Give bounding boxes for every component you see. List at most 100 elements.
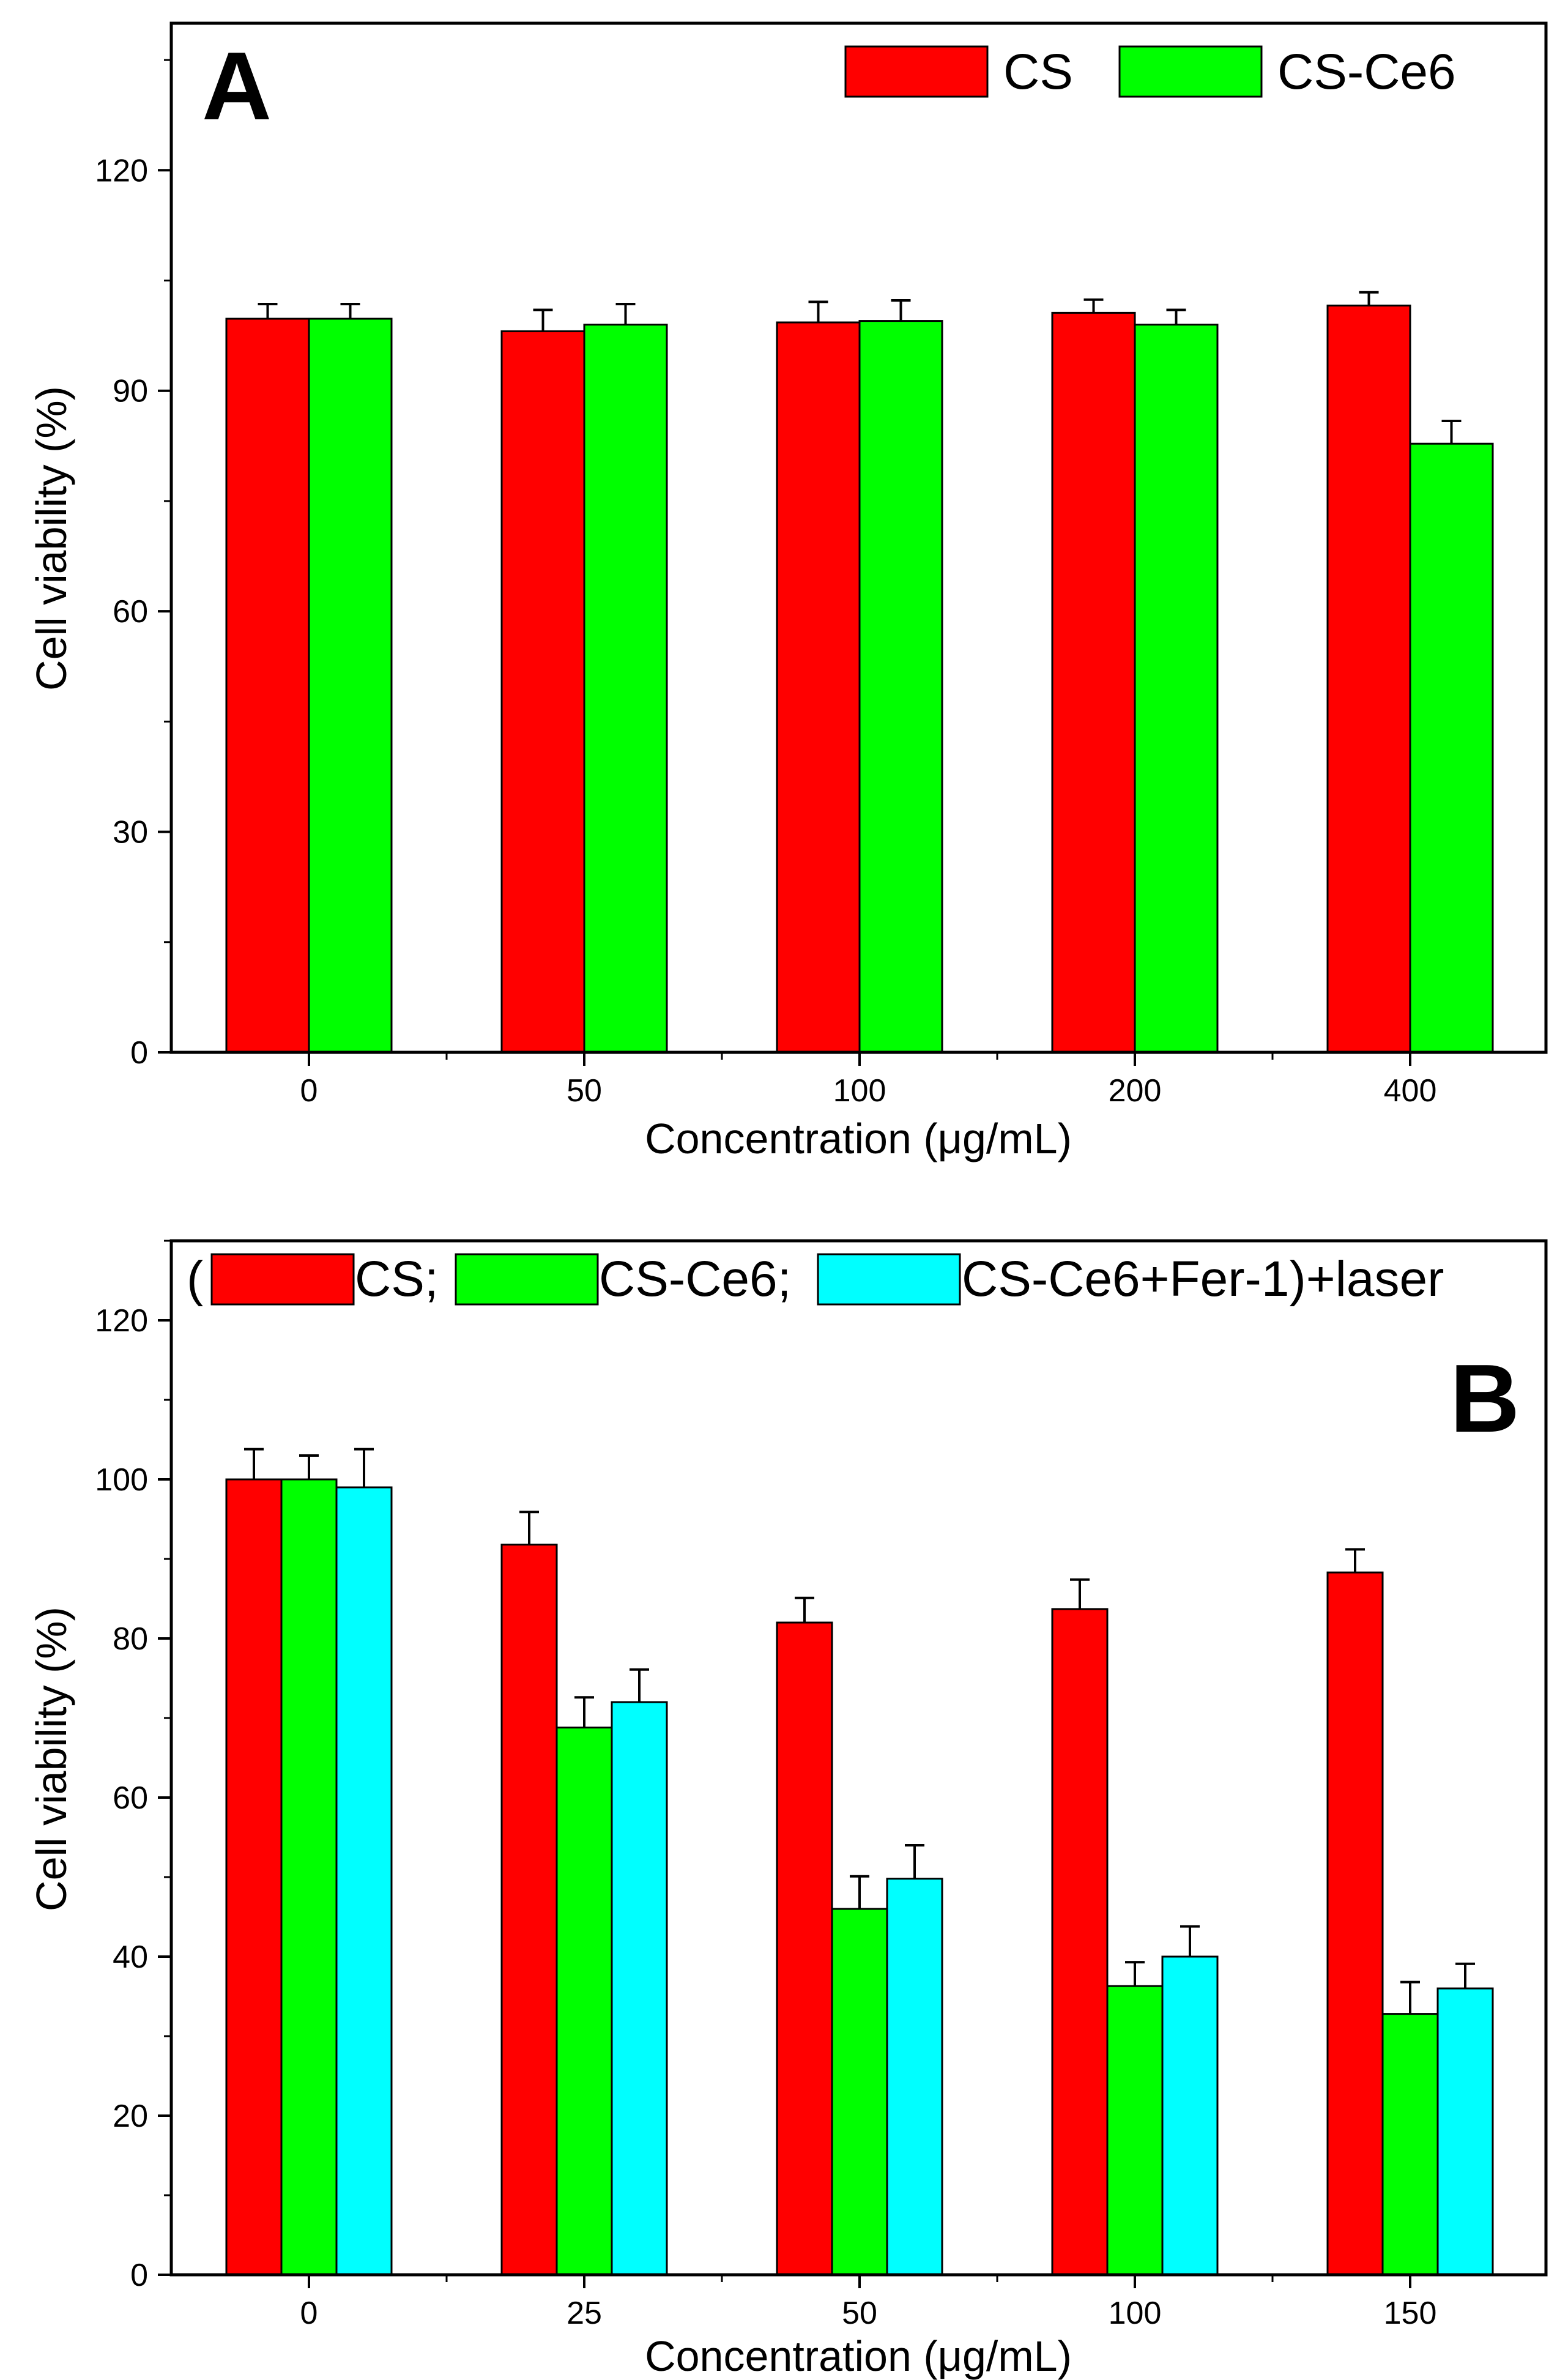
panel-b: 0 20 40 60 80 100 120 0 25 50 100 150 B ( CS; CS-C… (28, 1239, 1548, 2380)
error-bar-b-cs-ce6-150 (1400, 1980, 1420, 2014)
x-tick-label-a-400: 400 (1384, 1073, 1437, 1109)
error-bar-b-cs-ce6-100 (1125, 1961, 1145, 1987)
bar-b-cs-0 (225, 1478, 283, 2276)
error-bar-b-cs-50 (795, 1596, 814, 1623)
y-tick-label-a-0: 0 (130, 1035, 148, 1071)
bar-a-cs-50 (500, 330, 585, 1054)
legend-swatch-cs (844, 45, 989, 98)
panel-a-x-ticks: 0 50 100 200 400 (300, 1052, 1437, 1109)
bar-b-cs-ce6-fer-1-25 (611, 1701, 668, 2276)
legend-label-cs-ce6: CS-Ce6 (1277, 44, 1456, 100)
error-bar-a-cs-100 (808, 300, 828, 322)
x-tick-label-a-100: 100 (833, 1073, 886, 1109)
bar-a-cs-200 (1051, 311, 1136, 1054)
bar-b-cs-ce6-50 (831, 1908, 888, 2276)
bar-a-cs-ce6-0 (308, 318, 393, 1054)
panel-b-y-axis-title: Cell viability (%) (28, 1607, 75, 1911)
bar-a-cs-ce6-200 (1134, 324, 1219, 1054)
bar-b-cs-100 (1051, 1608, 1109, 2276)
error-bar-a-cs-400 (1359, 291, 1379, 306)
y-tick-label-b-100: 100 (95, 1462, 148, 1498)
error-bar-b-cs-ce6-50 (850, 1875, 869, 1909)
y-tick-label-a-90: 90 (113, 374, 148, 409)
bar-a-cs-0 (225, 318, 310, 1054)
legend-open-paren: ( (187, 1251, 203, 1307)
x-tick-label-b-100: 100 (1109, 2296, 1162, 2331)
bar-a-cs-ce6-50 (583, 324, 668, 1054)
panel-a: 0 30 60 90 120 0 50 100 200 400 A CS CS-Ce6 Conc… (28, 21, 1548, 1162)
bar-b-cs-ce6-fer-1-100 (1161, 1955, 1219, 2276)
bar-b-cs-ce6-100 (1106, 1985, 1164, 2276)
panel-b-y-ticks: 0 20 40 60 80 100 120 (95, 1240, 171, 2293)
panel-a-marks (225, 291, 1494, 1054)
panel-b-x-ticks: 0 25 50 100 150 (300, 2275, 1437, 2331)
bar-b-cs-25 (500, 1544, 558, 2276)
x-tick-label-a-200: 200 (1109, 1073, 1162, 1109)
error-bar-b-cs-ce6-fer-1-0 (354, 1448, 374, 1487)
bar-b-cs-ce6-fer-1-150 (1436, 1987, 1494, 2276)
error-bar-b-cs-150 (1345, 1548, 1365, 1573)
y-tick-label-b-80: 80 (113, 1621, 148, 1657)
bar-b-cs-ce6-fer-1-50 (886, 1878, 943, 2276)
legend-label-cs-ce6: CS-Ce6; (599, 1251, 791, 1307)
error-bar-a-cs-ce6-200 (1166, 308, 1186, 325)
y-tick-label-a-60: 60 (113, 594, 148, 630)
panel-a-x-axis-title: Concentration (μg/mL) (645, 1115, 1072, 1162)
x-tick-label-b-25: 25 (567, 2296, 602, 2331)
error-bar-a-cs-200 (1083, 298, 1104, 313)
x-tick-label-b-50: 50 (842, 2296, 877, 2331)
bar-a-cs-400 (1326, 304, 1411, 1054)
y-tick-label-a-30: 30 (113, 815, 148, 850)
y-tick-label-b-120: 120 (95, 1303, 148, 1339)
error-bar-a-cs-ce6-400 (1441, 419, 1462, 444)
error-bar-b-cs-ce6-fer-1-150 (1455, 1962, 1475, 1988)
legend-swatch-cs-ce6 (1118, 45, 1263, 98)
error-bar-b-cs-ce6-25 (574, 1696, 594, 1728)
panel-b-x-axis-title: Concentration (μg/mL) (645, 2332, 1072, 2380)
y-tick-label-a-120: 120 (95, 153, 148, 188)
x-tick-label-b-150: 150 (1384, 2296, 1437, 2331)
legend-label-cs: CS; (355, 1251, 439, 1307)
bar-b-cs-ce6-fer-1-0 (335, 1486, 393, 2276)
x-tick-label-a-0: 0 (300, 1073, 318, 1109)
panel-a-y-ticks: 0 30 60 90 120 (95, 59, 171, 1071)
error-bar-b-cs-ce6-fer-1-50 (905, 1844, 924, 1879)
y-tick-label-b-60: 60 (113, 1780, 148, 1816)
error-bar-a-cs-ce6-100 (891, 299, 911, 321)
panel-a-y-axis-title: Cell viability (%) (28, 386, 75, 691)
legend-swatch-cs-ce6 (455, 1253, 599, 1306)
error-bar-b-cs-ce6-fer-1-25 (630, 1668, 649, 1702)
panel-b-legend: ( CS; CS-Ce6; CS-Ce6+Fer-1)+laser (187, 1251, 1444, 1307)
bar-b-cs-150 (1326, 1571, 1384, 2276)
error-bar-b-cs-ce6-fer-1-100 (1180, 1925, 1200, 1957)
panel-b-letter: B (1450, 1345, 1520, 1452)
panel-a-letter: A (202, 32, 272, 140)
y-tick-label-b-0: 0 (130, 2258, 148, 2293)
bar-b-cs-50 (776, 1621, 833, 2276)
error-bar-b-cs-ce6-0 (299, 1454, 319, 1479)
legend-label-cs-ce6-fer1: CS-Ce6+Fer-1)+laser (962, 1251, 1444, 1307)
x-tick-label-a-50: 50 (567, 1073, 602, 1109)
legend-label-cs: CS (1003, 44, 1073, 100)
error-bar-a-cs-ce6-50 (615, 302, 636, 325)
error-bar-b-cs-25 (519, 1511, 539, 1545)
error-bar-a-cs-ce6-0 (340, 302, 360, 319)
bar-a-cs-100 (776, 321, 861, 1054)
panel-b-marks (225, 1448, 1494, 2276)
error-bar-a-cs-50 (533, 308, 553, 332)
bar-b-cs-ce6-0 (280, 1478, 338, 2276)
error-bar-a-cs-0 (258, 302, 278, 319)
panel-a-legend: CS CS-Ce6 (844, 44, 1456, 100)
legend-swatch-cs (210, 1253, 355, 1306)
bar-b-cs-ce6-25 (555, 1727, 613, 2276)
legend-swatch-cs-ce6-fer1 (817, 1253, 961, 1306)
y-tick-label-b-40: 40 (113, 1939, 148, 1975)
error-bar-b-cs-100 (1070, 1578, 1090, 1609)
error-bar-b-cs-0 (244, 1448, 264, 1479)
bar-b-cs-ce6-150 (1381, 2013, 1439, 2276)
bar-a-cs-ce6-100 (858, 320, 943, 1054)
bar-a-cs-ce6-400 (1409, 442, 1494, 1054)
y-tick-label-b-20: 20 (113, 2099, 148, 2134)
x-tick-label-b-0: 0 (300, 2296, 318, 2331)
